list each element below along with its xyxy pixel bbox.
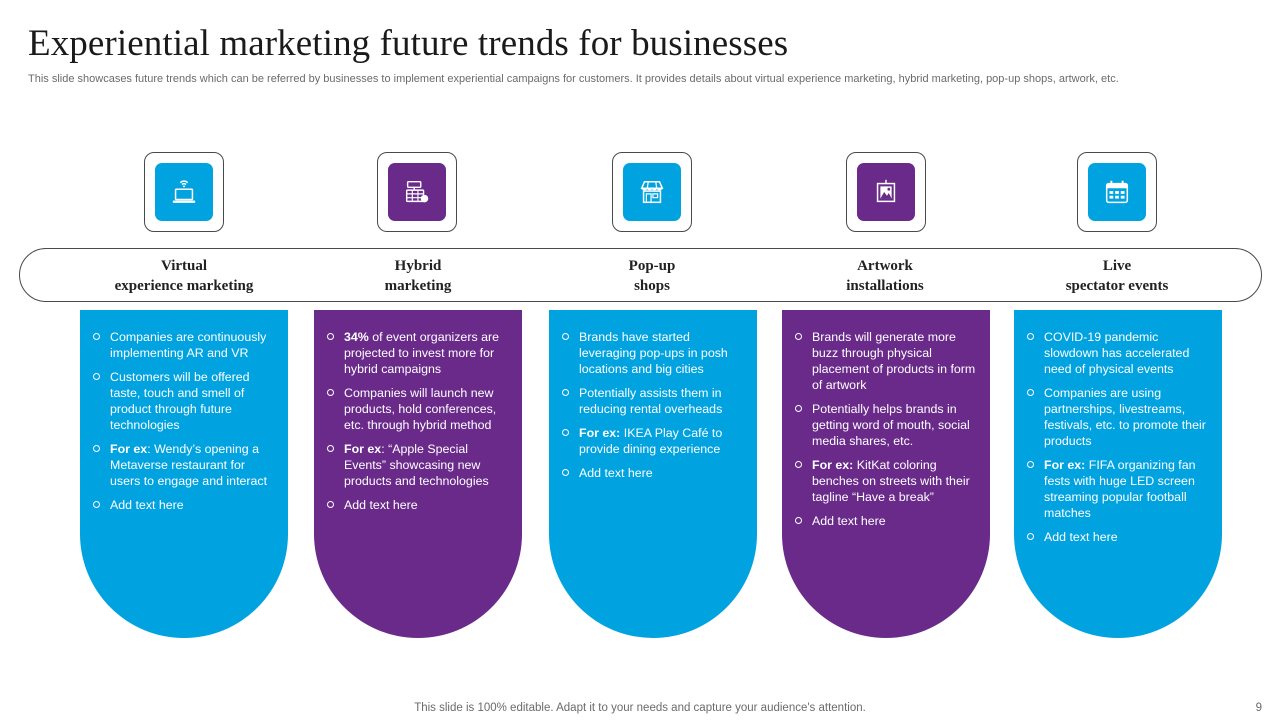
trend-bullet: Add text here: [92, 497, 278, 513]
trend-heading-line: installations: [846, 278, 924, 294]
trend-heading: Artwork installations: [781, 256, 989, 296]
picture-frame-icon: [876, 179, 896, 203]
trend-bullet: Add text here: [326, 497, 512, 513]
trend-card: Brands have started leveraging pop-ups i…: [549, 310, 757, 638]
timeline-bar: [19, 248, 1262, 302]
trend-card: 34% of event organizers are projected to…: [314, 310, 522, 638]
trend-heading-line: Pop-up: [628, 258, 676, 274]
trend-bullet: For ex: Wendy’s opening a Metaverse rest…: [92, 441, 278, 489]
trend-bullet: Customers will be offered taste, touch a…: [92, 369, 278, 433]
trend-heading-line: Virtual: [160, 258, 208, 274]
trend-icon-tile: [155, 163, 213, 221]
trend-icon-frame: [144, 152, 224, 232]
trend-heading-line: Hybrid: [394, 258, 442, 274]
trend-bullet: Add text here: [794, 513, 980, 529]
trend-bullet: Companies are using partnerships, livest…: [1026, 385, 1212, 449]
trend-icon-tile: [388, 163, 446, 221]
trend-heading-line: marketing: [384, 278, 452, 294]
event-calendar-icon: [1105, 180, 1129, 204]
trend-icon-frame: [1077, 152, 1157, 232]
trend-icon-tile: [1088, 163, 1146, 221]
trend-icon-tile: [623, 163, 681, 221]
trend-heading-line: Live: [1102, 258, 1132, 274]
trend-bullet: For ex: FIFA organizing fan fests with h…: [1026, 457, 1212, 521]
slide-subtitle: This slide showcases future trends which…: [28, 73, 1119, 85]
trend-bullet: COVID-19 pandemic slowdown has accelerat…: [1026, 329, 1212, 377]
trend-heading: Virtual experience marketing: [80, 256, 288, 296]
trend-heading-line: spectator events: [1065, 278, 1169, 294]
trend-bullet: Potentially assists them in reducing ren…: [561, 385, 747, 417]
trend-bullet: Add text here: [561, 465, 747, 481]
trend-heading: Pop-up shops: [548, 256, 756, 296]
trend-bullet: For ex: IKEA Play Café to provide dining…: [561, 425, 747, 457]
hybrid-calendar-icon: [405, 180, 429, 203]
trend-bullet: Companies will launch new products, hold…: [326, 385, 512, 433]
trend-bullet: 34% of event organizers are projected to…: [326, 329, 512, 377]
trend-card: COVID-19 pandemic slowdown has accelerat…: [1014, 310, 1222, 638]
trend-bullet: Add text here: [1026, 529, 1212, 545]
trend-heading: Live spectator events: [1013, 256, 1221, 296]
page-number: 9: [1255, 702, 1262, 714]
trend-bullet: Companies are continuously implementing …: [92, 329, 278, 361]
trend-heading-line: Artwork: [857, 258, 913, 274]
trend-icon-frame: [846, 152, 926, 232]
trend-bullet: For ex: “Apple Special Events” showcasin…: [326, 441, 512, 489]
trend-heading: Hybrid marketing: [314, 256, 522, 296]
trend-icon-tile: [857, 163, 915, 221]
trend-bullet: Brands have started leveraging pop-ups i…: [561, 329, 747, 377]
laptop-wifi-icon: [172, 180, 196, 203]
shop-icon: [640, 180, 664, 204]
trend-card: Companies are continuously implementing …: [80, 310, 288, 638]
slide-footer: This slide is 100% editable. Adapt it to…: [414, 702, 866, 714]
trend-bullet: For ex: KitKat coloring benches on stree…: [794, 457, 980, 505]
slide-title: Experiential marketing future trends for…: [28, 23, 789, 64]
trend-heading-line: experience marketing: [114, 278, 254, 294]
trend-card: Brands will generate more buzz through p…: [782, 310, 990, 638]
trend-icon-frame: [612, 152, 692, 232]
trend-bullet: Brands will generate more buzz through p…: [794, 329, 980, 393]
trend-heading-line: shops: [634, 278, 670, 294]
trend-icon-frame: [377, 152, 457, 232]
trend-bullet: Potentially helps brands in getting word…: [794, 401, 980, 449]
